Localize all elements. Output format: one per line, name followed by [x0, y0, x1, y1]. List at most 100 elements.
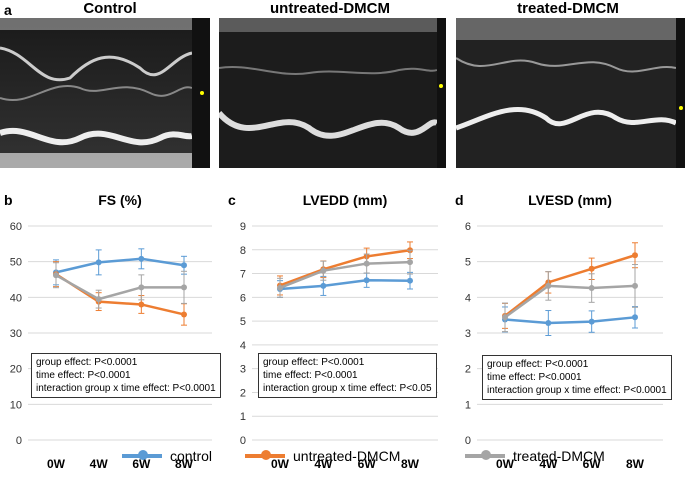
y-tick-label: 40 — [10, 292, 22, 304]
x-tick-label: 4W — [314, 457, 333, 471]
y-tick-label: 30 — [10, 328, 22, 340]
x-tick-label: 4W — [90, 457, 109, 471]
legend-swatch-untreated — [245, 450, 285, 460]
panel-letter-b: b — [4, 192, 13, 208]
y-tick-label: 2 — [240, 387, 246, 399]
data-point-treated — [545, 282, 552, 289]
legend-label-treated: treated-DMCM — [513, 448, 605, 464]
y-tick-label: 3 — [240, 364, 246, 376]
data-point-control — [95, 259, 102, 266]
stats-group-effect: group effect: P<0.0001 — [36, 357, 138, 368]
data-point-untreated — [588, 265, 595, 272]
data-point-untreated — [138, 301, 145, 308]
data-point-treated — [502, 314, 508, 321]
series-line-control — [55, 257, 185, 274]
x-tick-label: 6W — [583, 457, 602, 471]
chart-title: LVESD (mm) — [528, 192, 612, 208]
stats-interaction: interaction group x time effect: P<0.000… — [487, 385, 667, 396]
data-point-untreated — [632, 252, 638, 259]
data-point-control — [545, 320, 552, 327]
echo-title-untreated: untreated-DMCM — [270, 0, 390, 17]
legend-control: control — [122, 448, 212, 464]
data-point-treated — [277, 284, 283, 291]
x-tick-label: 6W — [132, 457, 151, 471]
y-tick-label: 3 — [465, 328, 471, 340]
y-tick-label: 6 — [465, 221, 471, 233]
data-point-treated — [138, 284, 145, 291]
data-point-control — [138, 255, 145, 262]
data-point-control — [632, 314, 638, 321]
y-tick-label: 0 — [465, 435, 471, 447]
legend-swatch-treated — [465, 450, 505, 460]
y-tick-label: 1 — [465, 399, 471, 411]
data-point-treated — [363, 260, 370, 267]
legend-label-untreated: untreated-DMCM — [293, 448, 401, 464]
series-line-control — [279, 278, 411, 291]
echo-image-control — [0, 18, 210, 168]
stats-interaction: interaction group x time effect: P<0.05 — [263, 383, 432, 394]
data-point-treated — [407, 259, 413, 266]
y-tick-label: 9 — [240, 221, 246, 233]
y-tick-label: 2 — [465, 364, 471, 376]
data-point-treated — [95, 296, 102, 303]
series-line-treated — [504, 284, 636, 319]
data-point-control — [363, 277, 370, 284]
y-tick-label: 60 — [10, 221, 22, 233]
y-tick-label: 4 — [465, 292, 471, 304]
data-point-treated — [181, 284, 187, 291]
y-tick-label: 20 — [10, 364, 22, 376]
y-tick-label: 10 — [10, 399, 22, 411]
series-line-untreated — [279, 249, 411, 287]
data-point-treated — [632, 282, 638, 289]
x-tick-label: 0W — [496, 457, 515, 471]
data-point-control — [181, 262, 187, 269]
legend-untreated: untreated-DMCM — [245, 448, 400, 464]
x-tick-label: 8W — [626, 457, 645, 471]
x-tick-label: 0W — [47, 457, 66, 471]
x-tick-label: 0W — [271, 457, 290, 471]
data-point-control — [407, 277, 413, 284]
stats-time-effect: time effect: P<0.0001 — [487, 372, 582, 383]
y-tick-label: 6 — [240, 292, 246, 304]
x-tick-label: 8W — [401, 457, 420, 471]
x-tick-label: 4W — [539, 457, 558, 471]
legend-swatch-control — [122, 450, 162, 460]
chart-title: LVEDD (mm) — [303, 192, 388, 208]
echo-image-treated — [456, 18, 685, 168]
data-point-treated — [53, 272, 59, 279]
panel-letter-d: d — [455, 192, 464, 208]
panel-letter-a: a — [4, 2, 12, 18]
stats-box-c: group effect: P<0.0001 time effect: P<0.… — [258, 353, 437, 398]
stats-time-effect: time effect: P<0.0001 — [263, 370, 358, 381]
panel-letter-c: c — [228, 192, 236, 208]
series-line-treated — [55, 274, 184, 301]
data-point-untreated — [181, 311, 187, 318]
series-line-treated — [279, 260, 411, 289]
x-tick-label: 6W — [358, 457, 377, 471]
y-tick-label: 8 — [240, 245, 246, 257]
stats-group-effect: group effect: P<0.0001 — [487, 359, 589, 370]
stats-time-effect: time effect: P<0.0001 — [36, 370, 131, 381]
legend-treated: treated-DMCM — [465, 448, 605, 464]
legend-label-control: control — [170, 448, 213, 464]
y-tick-label: 4 — [240, 340, 246, 352]
y-tick-label: 0 — [16, 435, 22, 447]
echo-title-treated: treated-DMCM — [517, 0, 619, 17]
y-tick-label: 5 — [465, 257, 471, 269]
stats-interaction: interaction group x time effect: P<0.000… — [36, 383, 216, 394]
stats-group-effect: group effect: P<0.0001 — [263, 357, 365, 368]
data-point-treated — [320, 267, 327, 274]
stats-box-b: group effect: P<0.0001 time effect: P<0.… — [31, 353, 221, 398]
data-point-control — [320, 282, 327, 289]
data-point-control — [588, 318, 595, 325]
echo-title-control: Control — [83, 0, 137, 17]
echo-image-untreated — [219, 18, 446, 168]
y-tick-label: 7 — [240, 269, 246, 281]
x-tick-label: 8W — [175, 457, 194, 471]
y-tick-label: 50 — [10, 257, 22, 269]
series-line-untreated — [504, 254, 636, 317]
chart-title: FS (%) — [98, 192, 142, 208]
y-tick-label: 0 — [240, 435, 246, 447]
data-point-treated — [588, 285, 595, 292]
